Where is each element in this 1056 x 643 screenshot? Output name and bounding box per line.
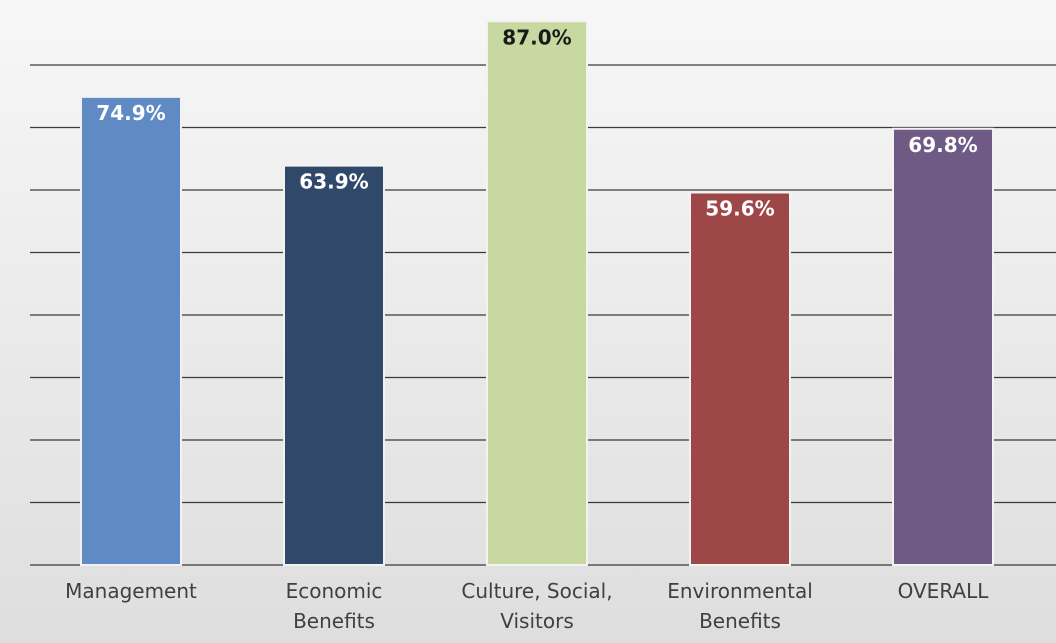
bar (892, 127, 994, 566)
data-label: 69.8% (908, 133, 977, 157)
bar (689, 191, 791, 566)
data-label: 74.9% (96, 101, 165, 125)
data-label: 63.9% (299, 170, 368, 194)
category-label: Visitors (500, 609, 574, 633)
category-label: OVERALL (898, 579, 990, 603)
bar (80, 95, 182, 566)
bar (283, 164, 385, 566)
category-label: Management (65, 579, 197, 603)
category-label: Benefits (699, 609, 781, 633)
bars (80, 20, 994, 566)
data-labels: 74.9% 63.9% 87.0% 59.6% 69.8% (96, 25, 977, 220)
category-label: Economic (286, 579, 383, 603)
bar (486, 20, 588, 566)
data-label: 59.6% (705, 197, 774, 221)
category-label: Benefits (293, 609, 375, 633)
data-label: 87.0% (502, 25, 571, 49)
category-label: Culture, Social, (461, 579, 612, 603)
category-label: Environmental (667, 579, 813, 603)
category-labels: Management Economic Benefits Culture, Socia… (65, 579, 989, 633)
